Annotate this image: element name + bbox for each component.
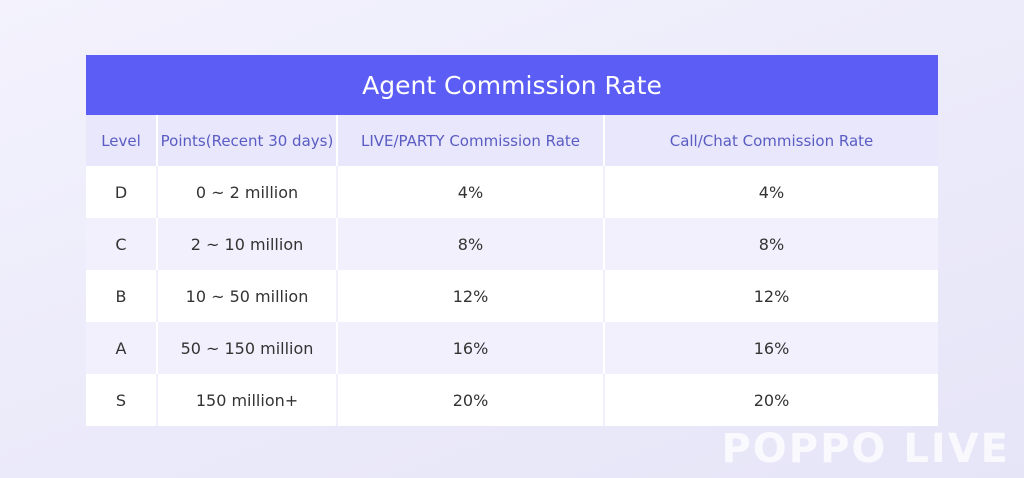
table-row-cell: 4% (338, 166, 605, 218)
table-row-cell: 150 million+ (158, 374, 338, 426)
table-row-cell: 20% (338, 374, 605, 426)
table-row-cell: 50 ~ 150 million (158, 322, 338, 374)
table-row-cell: 2 ~ 10 million (158, 218, 338, 270)
table-row: S 150 million+ 20% 20% (86, 374, 938, 426)
table-row-cell: 16% (753, 338, 790, 358)
table-row-cell: 10 ~ 50 million (158, 270, 338, 322)
header-row-cell: Call/Chat Commission Rate (669, 131, 874, 150)
header-row-cell: Points(Recent 30 days) (158, 115, 338, 166)
table-row-cell: 8% (338, 218, 605, 270)
header-row: Level Points(Recent 30 days) LIVE/PARTY Co… (86, 115, 938, 166)
table-row-cell: 8% (758, 234, 785, 254)
table-row-cell: B (86, 270, 158, 322)
table-row-cell: S (86, 374, 158, 426)
table-title: Agent Commission Rate (86, 55, 938, 115)
watermark: POPPO LIVE (721, 426, 1010, 472)
table-row-cell: A (86, 322, 158, 374)
header-row-cell: Level (86, 115, 158, 166)
header-row-cell: LIVE/PARTY Commission Rate (338, 115, 605, 166)
table-row-cell: 12% (753, 286, 790, 306)
table-row-cell: 12% (338, 270, 605, 322)
table-row-cell: C (86, 218, 158, 270)
table-row-cell: 0 ~ 2 million (158, 166, 338, 218)
table-row-cell: 20% (753, 390, 790, 410)
commission-table: Agent Commission Rate Level Points(Recent… (86, 55, 938, 426)
table-row-cell: 16% (338, 322, 605, 374)
table-row-cell: 4% (758, 182, 785, 202)
table-row: A 50 ~ 150 million 16% 16% (86, 322, 938, 374)
table-row: B 10 ~ 50 million 12% 12% (86, 270, 938, 322)
table-row-cell: D (86, 166, 158, 218)
